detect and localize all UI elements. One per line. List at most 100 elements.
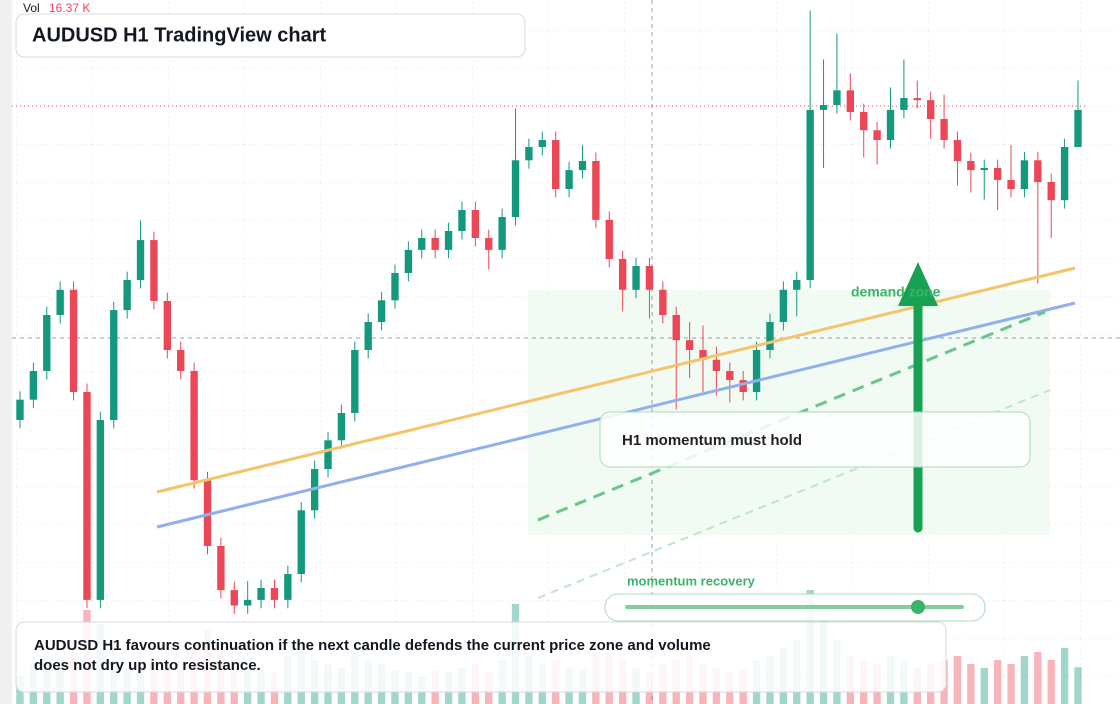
candle-body [511,160,520,217]
zone-label: demand zone [851,284,941,300]
volume-bar [953,656,962,704]
candle-body [632,266,640,290]
candle-body [16,399,24,420]
candle-body [806,109,814,281]
candle-body [150,240,158,301]
candle-body [645,266,654,290]
candle-body [846,90,855,112]
candle-body [900,98,908,110]
candle-body [592,161,600,220]
candle-body [525,147,533,161]
callout-box [599,411,1031,468]
candle-body [766,322,774,350]
candle-body [1020,160,1029,189]
candle-body [351,350,359,413]
caption-box [15,621,947,693]
candle-body [953,140,962,161]
candle-body [123,280,131,311]
candle-body [471,210,480,238]
candle-body [967,161,975,171]
candle-body [96,420,105,600]
candle-body [565,170,573,189]
candle-body [980,168,988,171]
candle-body [83,392,91,600]
candle-body [270,588,279,600]
volume-bar [1074,667,1082,704]
candle-body [418,238,426,250]
momentum-arrow-head [898,262,938,306]
caption-holder: AUDUSD H1 favours continuation if the ne… [34,637,711,674]
callout-text: H1 momentum must hold [622,432,802,449]
volume-bar [1020,656,1029,704]
candle-body [873,130,881,140]
candle-body [163,301,171,350]
volume-bar [993,660,1002,704]
candle-body [618,259,627,290]
candle-body [56,289,64,315]
candle-body [712,359,721,371]
candle-body [1047,182,1055,201]
candle-body [203,480,212,546]
candle-body [136,240,145,280]
candle-body [739,380,747,392]
candle-body [699,350,707,360]
readout-value: 16.37 K [49,1,90,15]
candle-body [779,289,788,322]
candle-body [1060,147,1069,201]
slider-label: momentum recovery [627,573,756,588]
candle-body [243,599,252,606]
candle-body [324,440,332,469]
candle-body [860,112,868,131]
candle-body [726,371,734,381]
candle-body [1074,109,1082,147]
candle-body [685,340,694,350]
candle-body [257,588,265,600]
candle-body [605,219,613,259]
candle-body [552,140,560,189]
candle-body [819,105,828,110]
candle-body [498,217,506,250]
candle-body [364,322,372,350]
title-box [15,13,526,58]
left-strip [0,0,12,704]
volume-bar [967,664,975,704]
candle-body [1007,179,1015,189]
candle-body [177,350,185,371]
candle-body [538,140,546,147]
candle-body [913,98,921,101]
candle-body [377,300,386,322]
volume-bar [980,668,988,704]
candle-body [927,100,935,119]
chart-title: AUDUSD H1 TradingView chart [32,24,326,46]
candle-body [886,109,895,140]
candle-body [230,590,238,606]
candle-body [458,210,466,231]
candle-body [672,315,680,341]
caption-text: AUDUSD H1 favours continuation if the ne… [34,637,711,674]
candle-body [431,238,439,250]
candle-body [297,510,305,574]
candle-body [793,280,801,290]
candle-body [578,161,587,171]
candle-body [391,273,399,301]
candle-body [110,310,118,420]
projection-line [537,310,1046,522]
candle-body [69,289,78,392]
slider-knob[interactable] [911,600,925,614]
candle-body [29,371,38,400]
candle-body [444,231,453,250]
readout-name: Vol [23,1,40,15]
candle-body [485,238,493,250]
candle-layer [16,10,1082,614]
volume-bar [1034,652,1042,704]
candle-body [993,168,1002,180]
candle-body [833,90,841,105]
volume-bar [1060,648,1069,704]
candle-body [43,315,51,371]
candle-body [404,249,413,273]
volume-bar [1047,660,1055,704]
candle-body [752,350,761,392]
candle-body [190,371,198,481]
candle-body [940,119,948,140]
